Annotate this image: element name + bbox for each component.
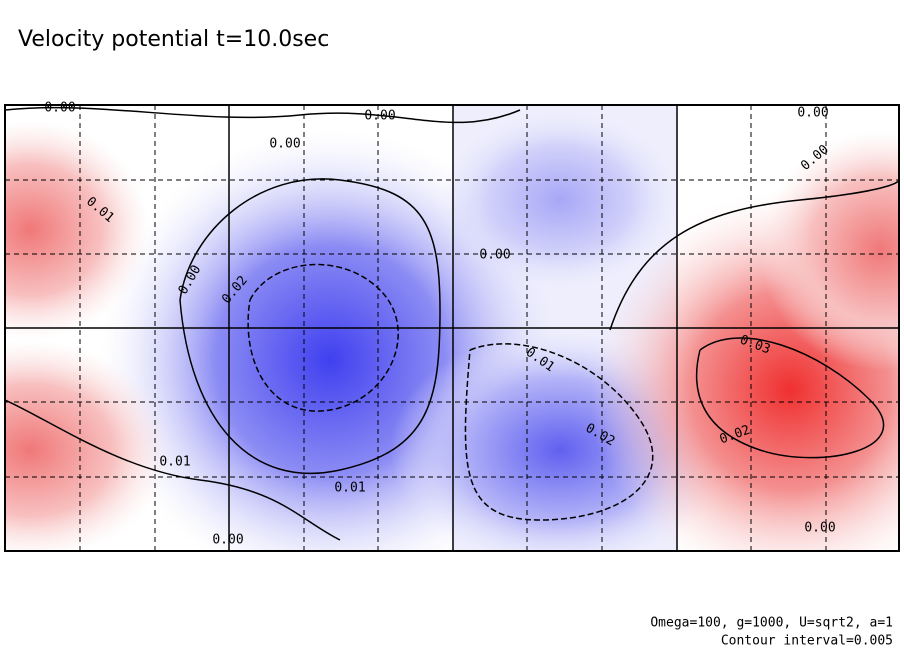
- contour-interval: Contour interval=0.005: [721, 634, 893, 649]
- contour-label: 0.00: [479, 248, 510, 263]
- parameters: Omega=100, g=1000, U=sqrt2, a=1: [650, 616, 893, 631]
- contour-label: 0.00: [44, 101, 75, 116]
- contour-label: 0.00: [269, 137, 300, 152]
- grid: [4, 104, 900, 552]
- contour-label: 0.00: [797, 106, 828, 121]
- field: [5, 105, 899, 551]
- contour-label: 0.00: [364, 109, 395, 124]
- contour-label: 0.00: [212, 533, 243, 548]
- title: Velocity potential t=10.0sec: [18, 27, 329, 52]
- contour-label: 0.00: [804, 521, 835, 536]
- contour-label: 0.01: [334, 481, 365, 496]
- contour-label: 0.01: [159, 455, 190, 470]
